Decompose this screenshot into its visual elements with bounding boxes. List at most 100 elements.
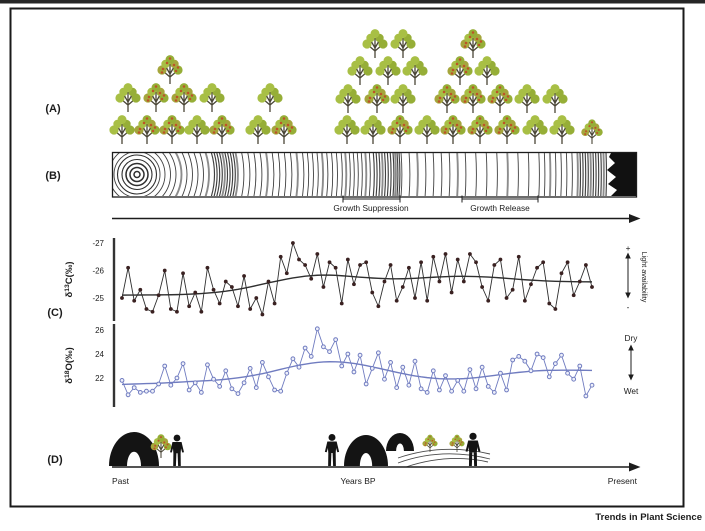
tree-ring xyxy=(302,153,305,196)
tree-ring xyxy=(485,153,488,196)
fruit-icon xyxy=(149,123,153,127)
fruit-tree-icon xyxy=(440,115,466,144)
o18-data-point xyxy=(290,356,296,362)
fruit-icon xyxy=(429,435,431,438)
fruit-icon xyxy=(151,129,155,133)
tree-ring xyxy=(316,153,319,196)
hut-door xyxy=(396,443,404,451)
fruit-icon xyxy=(186,91,190,95)
fruit-tree-icon xyxy=(581,119,603,144)
tree-ring xyxy=(193,153,199,196)
tree-icon xyxy=(360,115,386,144)
fruit-icon xyxy=(217,121,221,125)
o18-line xyxy=(121,327,593,398)
fruit-icon xyxy=(163,441,166,444)
fruit-icon xyxy=(458,58,462,61)
bark-icon xyxy=(607,153,636,196)
tree-ring xyxy=(389,153,392,196)
tree-ring xyxy=(396,153,399,196)
o18-data-point xyxy=(308,354,314,359)
o18-data-point xyxy=(589,382,595,388)
o18-data-point xyxy=(314,326,320,332)
tree-ring xyxy=(218,153,223,196)
o18-data-point xyxy=(150,388,155,394)
fruit-icon xyxy=(475,121,479,125)
fruit-icon xyxy=(497,131,501,134)
tree-ring xyxy=(565,153,568,196)
tree-icon xyxy=(184,115,210,144)
tree-ring xyxy=(224,153,229,196)
window-top-edge xyxy=(0,0,705,4)
o18-data-point xyxy=(443,373,448,379)
c13-data-point xyxy=(541,260,546,265)
fruit-tree-icon xyxy=(494,115,520,144)
tree-icon xyxy=(549,115,575,144)
fruit-icon xyxy=(381,98,385,102)
panel-c-label: (C) xyxy=(47,307,63,319)
light-availability-label: Light availability xyxy=(640,252,649,303)
wet-label: Wet xyxy=(624,386,639,396)
c13-line xyxy=(121,241,593,317)
o18-data-point xyxy=(259,360,265,365)
o18-data-point xyxy=(583,393,589,399)
o18-data-point xyxy=(406,382,412,388)
fruit-icon xyxy=(475,92,479,96)
o18-data-point xyxy=(473,386,479,392)
fruit-icon xyxy=(588,125,591,128)
fruit-icon xyxy=(174,69,178,73)
o18-data-point xyxy=(369,366,375,371)
c13-data-point xyxy=(303,263,308,267)
panel-a-label: (A) xyxy=(45,103,61,115)
fruit-icon xyxy=(275,127,279,131)
o18-data-point xyxy=(516,354,522,359)
c13-data-point xyxy=(156,293,161,298)
growth-suppression-label: Growth Suppression xyxy=(333,203,409,213)
c13-data-point xyxy=(583,263,588,267)
tree-ring xyxy=(576,153,579,196)
tree-ring xyxy=(548,153,552,196)
panel-d-label: (D) xyxy=(47,454,63,466)
fruit-icon xyxy=(160,71,164,74)
o18-data-point xyxy=(467,367,473,373)
fruit-tree-icon xyxy=(434,84,460,113)
o18-data-point xyxy=(351,369,357,375)
tree-ring xyxy=(368,153,371,196)
fruit-icon xyxy=(511,129,515,133)
tree-icon xyxy=(335,84,361,113)
o18-data-point xyxy=(266,374,271,380)
o18-data-point xyxy=(510,357,516,363)
fruit-icon xyxy=(164,446,167,449)
fruit-icon xyxy=(170,117,174,120)
fruit-icon xyxy=(596,131,599,135)
tree-ring xyxy=(543,153,546,196)
fruit-icon xyxy=(463,100,467,103)
o18-data-point xyxy=(455,378,461,383)
tree-ring xyxy=(199,153,204,196)
fruit-icon xyxy=(176,129,180,133)
o18-data-point xyxy=(540,355,546,361)
o18-data-point xyxy=(504,387,509,393)
fruit-icon xyxy=(424,444,426,446)
fruit-icon xyxy=(462,64,466,68)
o18-data-point xyxy=(131,385,137,391)
tree-icon xyxy=(414,115,440,144)
o18-data-point xyxy=(229,386,235,392)
fruit-icon xyxy=(161,67,165,71)
tree-ring xyxy=(602,153,605,196)
fruit-icon xyxy=(450,72,454,75)
past-label: Past xyxy=(112,476,130,486)
fruit-icon xyxy=(159,436,163,439)
tree-ring xyxy=(265,153,269,196)
fruit-icon xyxy=(165,61,169,65)
o18-data-point xyxy=(461,388,467,394)
o18-data-point xyxy=(394,385,400,391)
tree-ring xyxy=(554,153,557,196)
years-bp-label: Years BP xyxy=(340,476,375,486)
tree-ring xyxy=(364,153,368,196)
tree-ring xyxy=(335,153,338,196)
tree-icon xyxy=(402,56,428,85)
tree-icon xyxy=(347,56,373,85)
c13-data-point xyxy=(181,271,185,276)
c13-data-point xyxy=(358,263,362,267)
